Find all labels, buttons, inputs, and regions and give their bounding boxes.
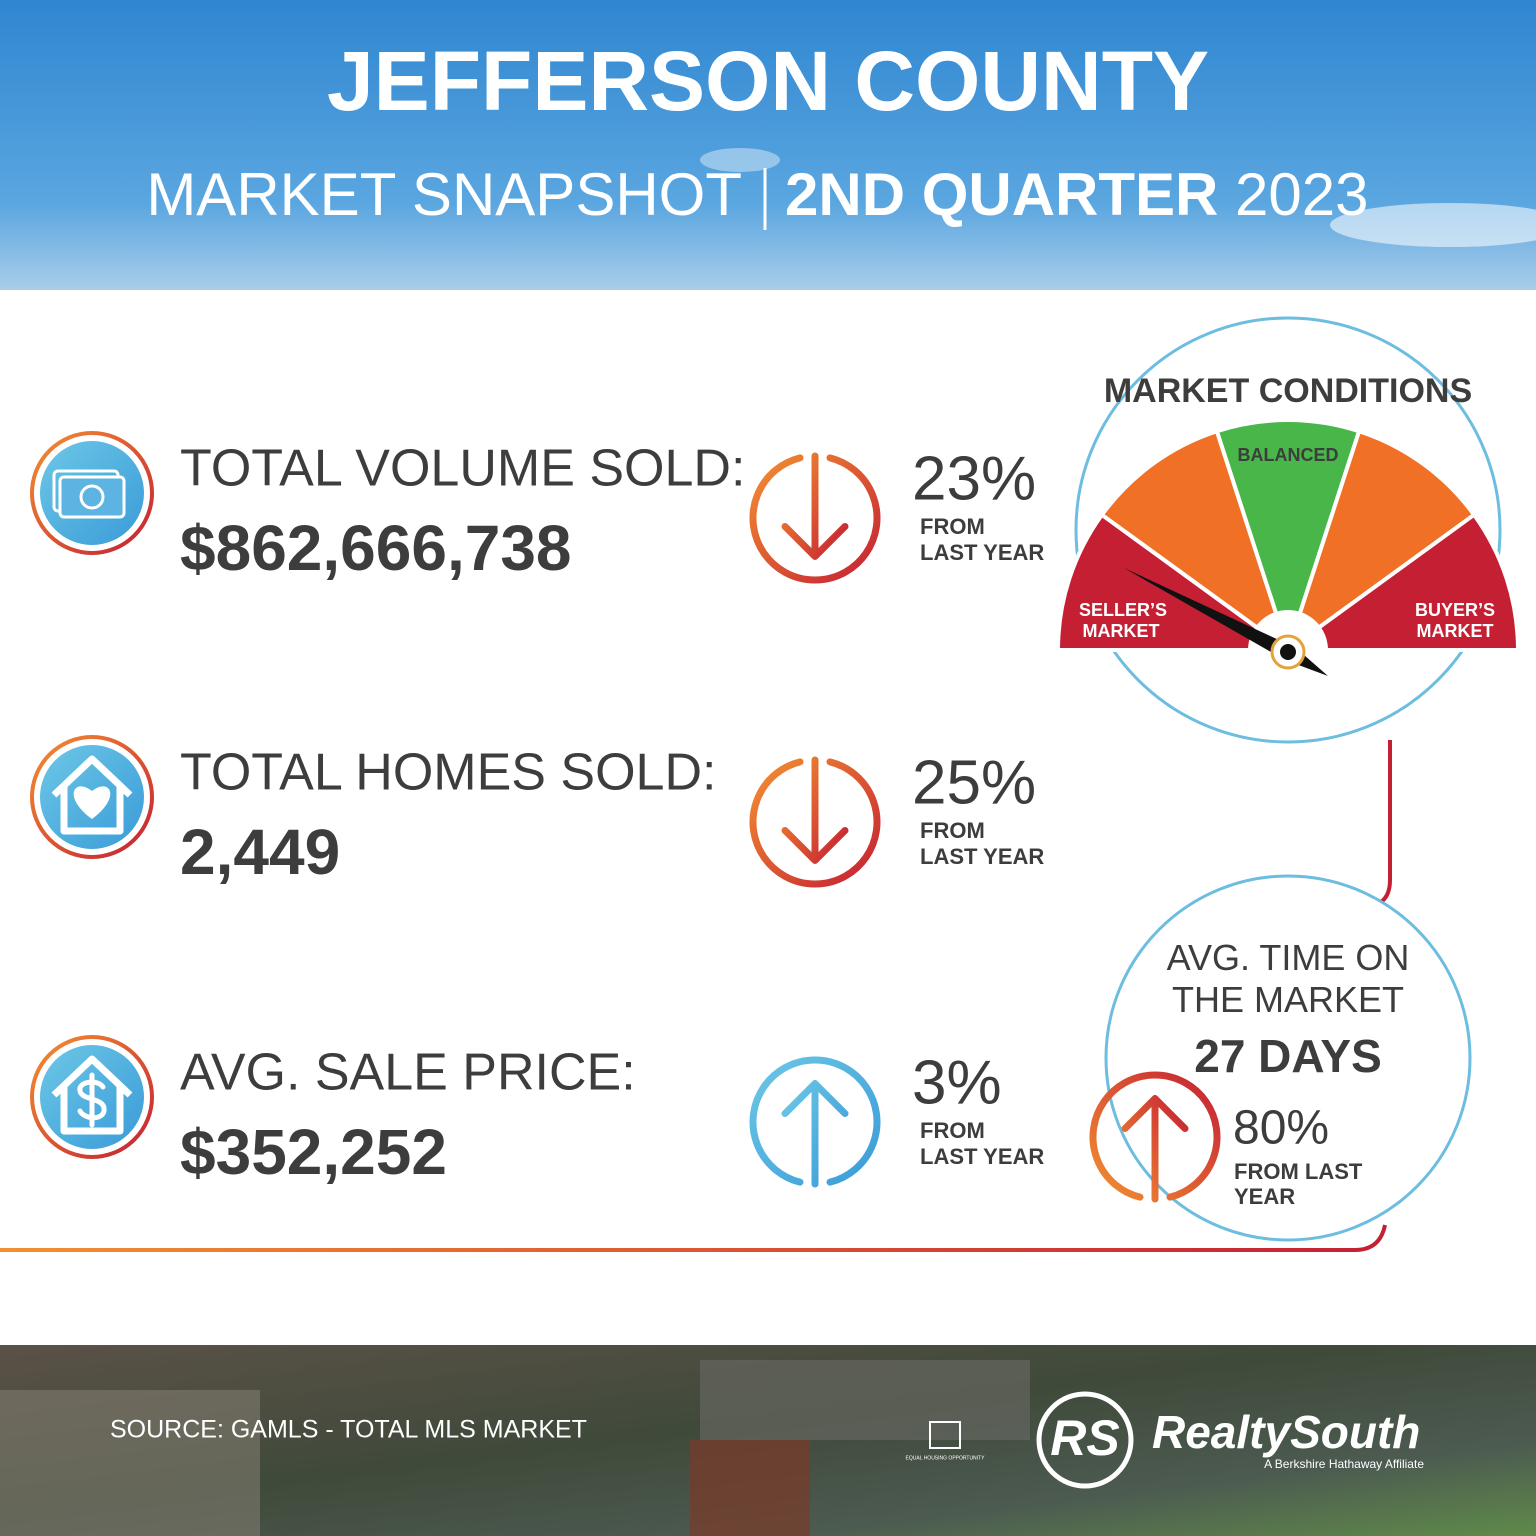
building [700,1360,1030,1440]
divider [0,1224,1387,1252]
time-change-label-line: FROM LAST [1234,1159,1363,1184]
stat-change-label: LAST YEAR [920,540,1044,565]
icon-house [51,1055,133,1135]
stat-change: 25% [912,748,1036,817]
cloud [700,148,780,172]
stat-change: 23% [912,444,1036,513]
time-change-label: FROM LAST YEAR [1234,1159,1363,1209]
tagline: A Berkshire Hathaway Affiliate [1264,1457,1424,1471]
arrow-shaft [781,1080,849,1188]
equal-housing-icon [929,1421,961,1449]
icon-bill [58,475,126,519]
year: 2023 [1235,161,1368,228]
gauge-label-line: MARKET [1417,621,1494,641]
gauge-label-line: BUYER’S [1415,600,1495,620]
gauge-label: SELLER’S MARKET [1079,600,1167,641]
arrow-shaft [781,756,849,864]
stat-change-label: FROM [920,514,985,539]
source: SOURCE: GAMLS - TOTAL MLS MARKET [110,1416,587,1444]
stat-change: 3% [912,1048,1002,1117]
time-frame [1104,874,1472,1242]
building [690,1440,810,1536]
stat-label: TOTAL HOMES SOLD: [180,744,716,802]
cloud [1330,203,1536,247]
icon-heart [73,786,111,819]
stat-value: $862,666,738 [180,512,572,584]
stat-change-label: FROM [920,818,985,843]
arrow-shaft [781,452,849,560]
icon-house [51,755,133,835]
stat-label: AVG. SALE PRICE: [180,1044,636,1102]
equal-housing: EQUAL HOUSING OPPORTUNITY [906,1455,986,1461]
time-arrow [1089,1071,1221,1203]
stat-change-label: FROM [920,1118,985,1143]
title: JEFFERSON COUNTY [327,34,1209,128]
stat-label: TOTAL VOLUME SOLD: [180,440,745,498]
time-change-label-line: YEAR [1234,1184,1295,1209]
time-label: AVG. TIME ON THE MARKET [1167,937,1410,1020]
gauge-segment [1300,512,1521,652]
time-value: 27 DAYS [1194,1030,1382,1082]
stat-change-label: LAST YEAR [920,844,1044,869]
quarter: 2ND QUARTER [785,161,1218,228]
time-change: 80% [1233,1102,1329,1155]
arrow-shaft [1121,1095,1189,1203]
logo-ring [1036,1391,1134,1489]
connector [1374,740,1392,907]
header-bg [0,0,1536,290]
building [0,1390,260,1536]
stat-row: TOTAL VOLUME SOLD: $862,666,738 23%FROMLAS… [30,431,1044,584]
subtitle: MARKET SNAPSHOT [146,161,742,228]
time-label-line: THE MARKET [1172,979,1404,1020]
gauge-label: BUYER’S MARKET [1415,600,1495,641]
stats: TOTAL VOLUME SOLD:$862,666,73823%FROMLAS… [30,431,1044,1188]
time-label-line: AVG. TIME ON [1167,937,1410,978]
stat-value: $352,252 [180,1116,447,1188]
gauge-label-line: MARKET [1083,621,1160,641]
arrow-ring [749,1056,881,1186]
gauge-label-line: SELLER’S [1079,600,1167,620]
icon-dollar [77,1072,107,1128]
arrow-ring [749,454,881,584]
subtitle-quarter: 2ND QUARTER 2023 [785,161,1369,228]
gauge-hub [1280,644,1296,660]
icon-coin [79,484,105,510]
stat-value: 2,449 [180,816,340,888]
logo-mark: RS [1050,1410,1119,1466]
stat-change-label: LAST YEAR [920,1144,1044,1169]
gauge-label: BALANCED [1238,445,1339,465]
brand: RealtySouth [1152,1406,1420,1458]
arrow-ring [749,758,881,888]
arrow-ring [1089,1071,1221,1201]
gauge-title: MARKET CONDITIONS [1104,372,1472,410]
